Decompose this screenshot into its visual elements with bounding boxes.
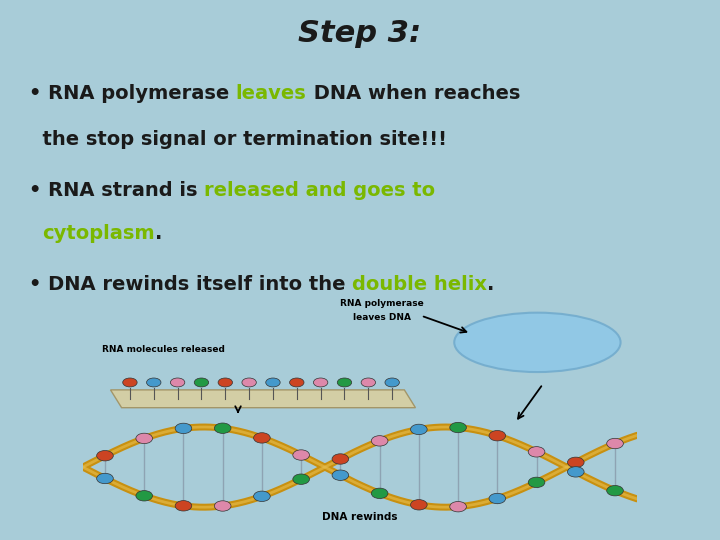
- Text: RNA polymerase: RNA polymerase: [341, 299, 424, 308]
- Ellipse shape: [372, 488, 388, 498]
- Text: • RNA polymerase: • RNA polymerase: [29, 84, 236, 103]
- Ellipse shape: [450, 502, 467, 512]
- Text: DNA rewinds: DNA rewinds: [323, 512, 397, 522]
- Text: .: .: [155, 224, 162, 243]
- Ellipse shape: [242, 378, 256, 387]
- Ellipse shape: [332, 454, 348, 464]
- Ellipse shape: [147, 378, 161, 387]
- Ellipse shape: [454, 313, 621, 372]
- Text: released and goes to: released and goes to: [204, 181, 435, 200]
- Ellipse shape: [218, 378, 233, 387]
- Ellipse shape: [215, 423, 231, 434]
- Text: .: .: [487, 275, 495, 294]
- Text: cytoplasm: cytoplasm: [42, 224, 155, 243]
- Ellipse shape: [293, 474, 310, 484]
- Ellipse shape: [253, 433, 270, 443]
- Ellipse shape: [489, 494, 505, 504]
- Ellipse shape: [528, 477, 545, 488]
- Ellipse shape: [171, 378, 185, 387]
- Ellipse shape: [96, 450, 113, 461]
- Ellipse shape: [567, 457, 584, 468]
- Ellipse shape: [253, 491, 270, 502]
- Ellipse shape: [194, 378, 209, 387]
- Text: DNA when reaches: DNA when reaches: [307, 84, 520, 103]
- Text: leaves DNA: leaves DNA: [354, 313, 411, 322]
- Text: the stop signal or termination site!!!: the stop signal or termination site!!!: [29, 130, 447, 148]
- Ellipse shape: [175, 501, 192, 511]
- Ellipse shape: [266, 378, 280, 387]
- Ellipse shape: [289, 378, 304, 387]
- Ellipse shape: [332, 470, 348, 481]
- Ellipse shape: [567, 467, 584, 477]
- Ellipse shape: [215, 501, 231, 511]
- Ellipse shape: [410, 424, 427, 435]
- Ellipse shape: [385, 378, 400, 387]
- Ellipse shape: [450, 422, 467, 433]
- Text: • DNA rewinds itself into the: • DNA rewinds itself into the: [29, 275, 352, 294]
- Ellipse shape: [96, 473, 113, 484]
- Ellipse shape: [136, 491, 153, 501]
- Ellipse shape: [361, 378, 376, 387]
- Ellipse shape: [293, 450, 310, 460]
- Ellipse shape: [372, 436, 388, 446]
- Ellipse shape: [175, 423, 192, 434]
- Text: Step 3:: Step 3:: [298, 19, 422, 48]
- Ellipse shape: [607, 485, 624, 496]
- Ellipse shape: [337, 378, 351, 387]
- Ellipse shape: [313, 378, 328, 387]
- Ellipse shape: [410, 500, 427, 510]
- Text: double helix: double helix: [352, 275, 487, 294]
- Polygon shape: [111, 390, 415, 408]
- Text: • RNA strand is: • RNA strand is: [29, 181, 204, 200]
- Ellipse shape: [122, 378, 137, 387]
- Ellipse shape: [136, 433, 153, 443]
- Ellipse shape: [489, 430, 505, 441]
- Text: leaves: leaves: [236, 84, 307, 103]
- Ellipse shape: [607, 438, 624, 449]
- Text: RNA molecules released: RNA molecules released: [102, 345, 225, 354]
- Ellipse shape: [528, 447, 545, 457]
